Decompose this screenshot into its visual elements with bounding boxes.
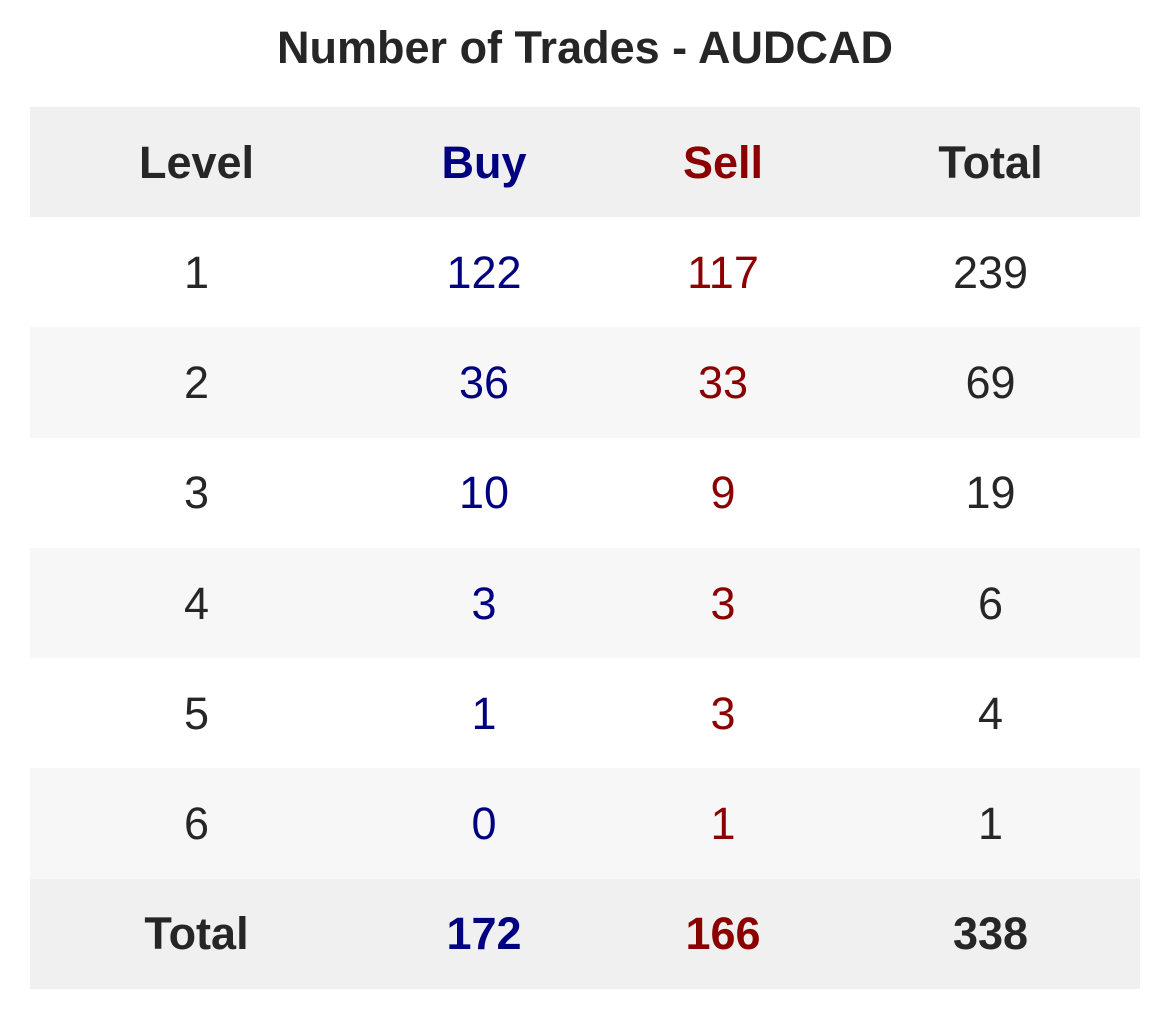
cell-buy: 122 <box>446 246 522 298</box>
table-footer-row: Total 172 166 338 <box>30 878 1140 990</box>
header-sell: Sell <box>682 136 764 188</box>
table-row: 5 1 3 4 <box>30 658 1140 769</box>
cell-sell: 9 <box>710 467 736 519</box>
cell-total: 19 <box>965 467 1016 519</box>
cell-buy: 3 <box>471 577 497 629</box>
cell-buy: 10 <box>458 467 510 519</box>
cell-level: 5 <box>183 687 210 739</box>
footer-sell-total: 166 <box>685 908 761 960</box>
cell-sell: 117 <box>687 246 759 298</box>
chart-title: Number of Trades - AUDCAD <box>277 22 893 73</box>
cell-total: 69 <box>965 356 1016 408</box>
footer-label: Total <box>144 908 249 960</box>
header-total: Total <box>938 136 1043 188</box>
cell-level: 2 <box>183 356 210 408</box>
table-row: 3 10 9 19 <box>30 437 1140 548</box>
cell-level: 4 <box>183 577 210 629</box>
cell-buy: 36 <box>458 356 510 408</box>
cell-level: 6 <box>183 798 210 850</box>
table-row: 2 36 33 69 <box>30 327 1140 438</box>
cell-total: 6 <box>977 577 1004 629</box>
table-header-row: Level Buy Sell Total <box>30 107 1140 217</box>
trades-table: Level Buy Sell Total 1 122 117 239 2 36 … <box>30 107 1140 990</box>
table-row: 1 122 117 239 <box>30 217 1140 328</box>
cell-level: 3 <box>183 467 210 519</box>
table-row: 6 0 1 1 <box>30 768 1140 879</box>
table-row: 4 3 3 6 <box>30 547 1140 659</box>
cell-total: 1 <box>977 798 1004 850</box>
cell-total: 4 <box>977 687 1004 739</box>
cell-sell: 3 <box>710 687 736 739</box>
footer-buy-total: 172 <box>446 908 522 960</box>
cell-sell: 33 <box>697 356 749 408</box>
cell-total: 239 <box>952 246 1029 298</box>
header-buy: Buy <box>441 136 527 188</box>
cell-sell: 3 <box>710 577 736 629</box>
cell-buy: 1 <box>471 687 497 739</box>
header-level: Level <box>138 136 255 188</box>
cell-buy: 0 <box>471 798 497 850</box>
cell-sell: 1 <box>710 798 736 850</box>
cell-level: 1 <box>183 246 210 298</box>
footer-grand-total: 338 <box>952 908 1029 960</box>
